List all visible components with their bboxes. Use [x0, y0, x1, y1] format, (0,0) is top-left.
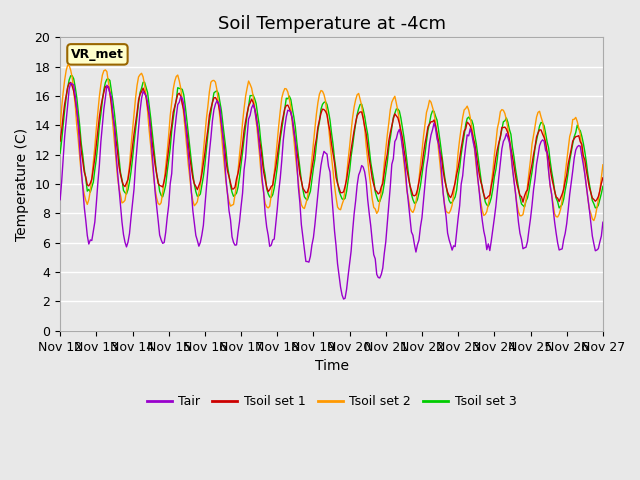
Title: Soil Temperature at -4cm: Soil Temperature at -4cm — [218, 15, 445, 33]
Text: VR_met: VR_met — [71, 48, 124, 61]
Legend: Tair, Tsoil set 1, Tsoil set 2, Tsoil set 3: Tair, Tsoil set 1, Tsoil set 2, Tsoil se… — [141, 390, 522, 413]
X-axis label: Time: Time — [314, 359, 349, 373]
Y-axis label: Temperature (C): Temperature (C) — [15, 128, 29, 240]
